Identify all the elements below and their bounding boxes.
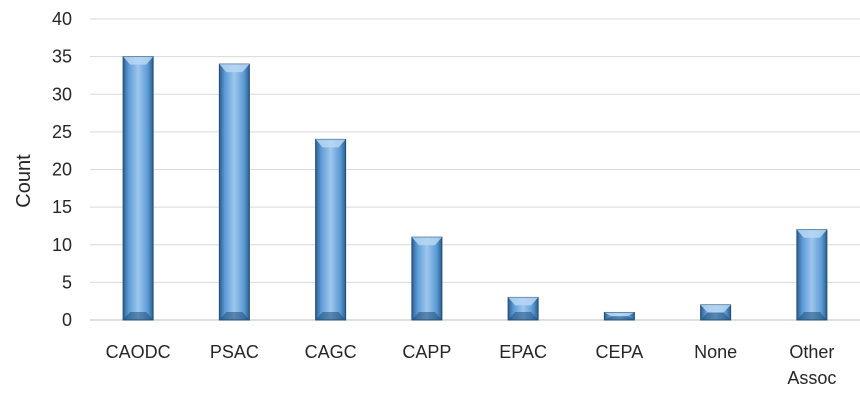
bar-bevel-top — [604, 312, 635, 317]
y-tick-label: 30 — [52, 84, 72, 104]
bar-bevel-bottom — [604, 316, 635, 320]
x-tick-label-line: CAODC — [106, 342, 171, 362]
bar-bevel-top — [219, 64, 250, 73]
x-tick-label-line: EPAC — [499, 342, 547, 362]
bar — [507, 296, 539, 321]
bar — [796, 229, 828, 321]
bar-bevel-top — [315, 139, 346, 148]
y-axis-title: Count — [13, 154, 35, 208]
bar-bevel-top — [796, 229, 827, 238]
x-tick-label: PSAC — [210, 342, 259, 362]
x-tick-label-line: PSAC — [210, 342, 259, 362]
bar-bevel-bottom — [123, 312, 154, 320]
y-tick-label: 25 — [52, 122, 72, 142]
bar-body — [411, 236, 443, 321]
y-tick-label: 20 — [52, 160, 72, 180]
x-tick-label-line: CEPA — [596, 342, 644, 362]
gridlines — [90, 18, 860, 321]
x-tick-label: CEPA — [596, 342, 644, 362]
x-tick-label: None — [694, 342, 737, 362]
x-tick-label-line: Assoc — [787, 368, 836, 388]
x-tick-label-line: CAPP — [402, 342, 451, 362]
x-tick-label: CAGC — [305, 342, 357, 362]
x-tick-label: CAPP — [402, 342, 451, 362]
bar-bevel-top — [508, 297, 539, 306]
y-tick-label: 0 — [62, 310, 72, 330]
x-tick-label: EPAC — [499, 342, 547, 362]
bar-body — [796, 229, 828, 321]
x-tick-label: CAODC — [106, 342, 171, 362]
bar — [315, 138, 347, 321]
y-tick-label: 35 — [52, 47, 72, 67]
y-tick-label: 40 — [52, 9, 72, 29]
bar-bevel-top — [411, 237, 442, 246]
x-tick-label: Other Assoc — [787, 342, 836, 388]
y-tick-label: 5 — [62, 272, 72, 292]
bar — [603, 311, 635, 321]
bar — [122, 56, 154, 321]
bar-bevel-bottom — [315, 312, 346, 320]
x-tick-labels: CAODC PSAC CAGC CAPP EPAC CEPA None Other Assoc — [106, 342, 837, 388]
x-tick-label-line: Other — [789, 342, 834, 362]
bar-body — [315, 138, 347, 321]
bar-bevel-bottom — [796, 312, 827, 320]
bar-bevel-bottom — [508, 312, 539, 320]
bars — [122, 56, 828, 321]
bar-body — [218, 63, 250, 321]
y-tick-labels: 0 5 10 15 20 25 30 35 40 — [52, 9, 72, 330]
bar-bevel-bottom — [411, 312, 442, 320]
bar-bevel-top — [123, 56, 154, 65]
y-tick-label: 15 — [52, 197, 72, 217]
bar — [411, 236, 443, 321]
bar-bevel-bottom — [700, 312, 731, 320]
x-tick-label-line: None — [694, 342, 737, 362]
bar-body — [122, 56, 154, 321]
x-tick-label-line: CAGC — [305, 342, 357, 362]
bar-bevel-top — [700, 304, 731, 313]
bar — [700, 304, 732, 321]
bar — [218, 63, 250, 321]
y-tick-label: 10 — [52, 235, 72, 255]
bar-bevel-bottom — [219, 312, 250, 320]
